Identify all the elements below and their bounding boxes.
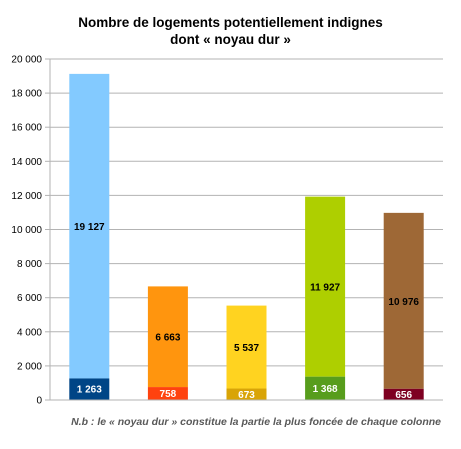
bar-core-segment: [147, 387, 188, 400]
bar-total-segment: [226, 305, 267, 389]
chart-footnote: N.b : le « noyau dur » constitue la part…: [71, 416, 441, 428]
bar-total-label: 10 976: [388, 297, 419, 308]
bar-total-segment: [69, 73, 110, 379]
bar-total-label: 19 127: [74, 222, 105, 233]
y-tick-label: 12 000: [11, 191, 42, 202]
bar-total-label: 11 927: [310, 283, 340, 294]
bar-core-label: 656: [395, 390, 412, 401]
bar-core-label: 673: [238, 390, 255, 401]
bar-core-segment: [226, 388, 267, 400]
chart-title-line-2: dont « noyau dur »: [170, 32, 291, 47]
y-tick-label: 10 000: [11, 225, 42, 236]
y-tick-label: 16 000: [11, 123, 42, 134]
bar-core-label: 1 263: [77, 385, 102, 396]
bar-core-label: 758: [160, 389, 177, 400]
bar-core-segment: [69, 378, 110, 400]
chart-title-line-1: Nombre de logements potentiellement indi…: [78, 15, 383, 30]
y-tick-label: 2 000: [17, 361, 42, 372]
bar-total-segment: [147, 286, 188, 388]
y-tick-label: 6 000: [17, 293, 42, 304]
bar-total-label: 6 663: [155, 333, 180, 344]
y-tick-label: 4 000: [17, 327, 42, 338]
y-tick-label: 8 000: [17, 259, 42, 270]
bar-core-segment: [383, 388, 424, 400]
bar-core-label: 1 368: [313, 384, 338, 395]
y-tick-label: 0: [36, 396, 42, 407]
bar-core-segment: [305, 376, 346, 400]
bar-total-segment: [305, 196, 346, 377]
y-tick-label: 20 000: [11, 55, 42, 66]
y-tick-label: 18 000: [11, 89, 42, 100]
bar-total-label: 5 537: [234, 343, 259, 354]
y-tick-label: 14 000: [11, 157, 42, 168]
chart-title: Nombre de logements potentiellement indi…: [0, 14, 461, 48]
bar-total-segment: [383, 212, 424, 389]
